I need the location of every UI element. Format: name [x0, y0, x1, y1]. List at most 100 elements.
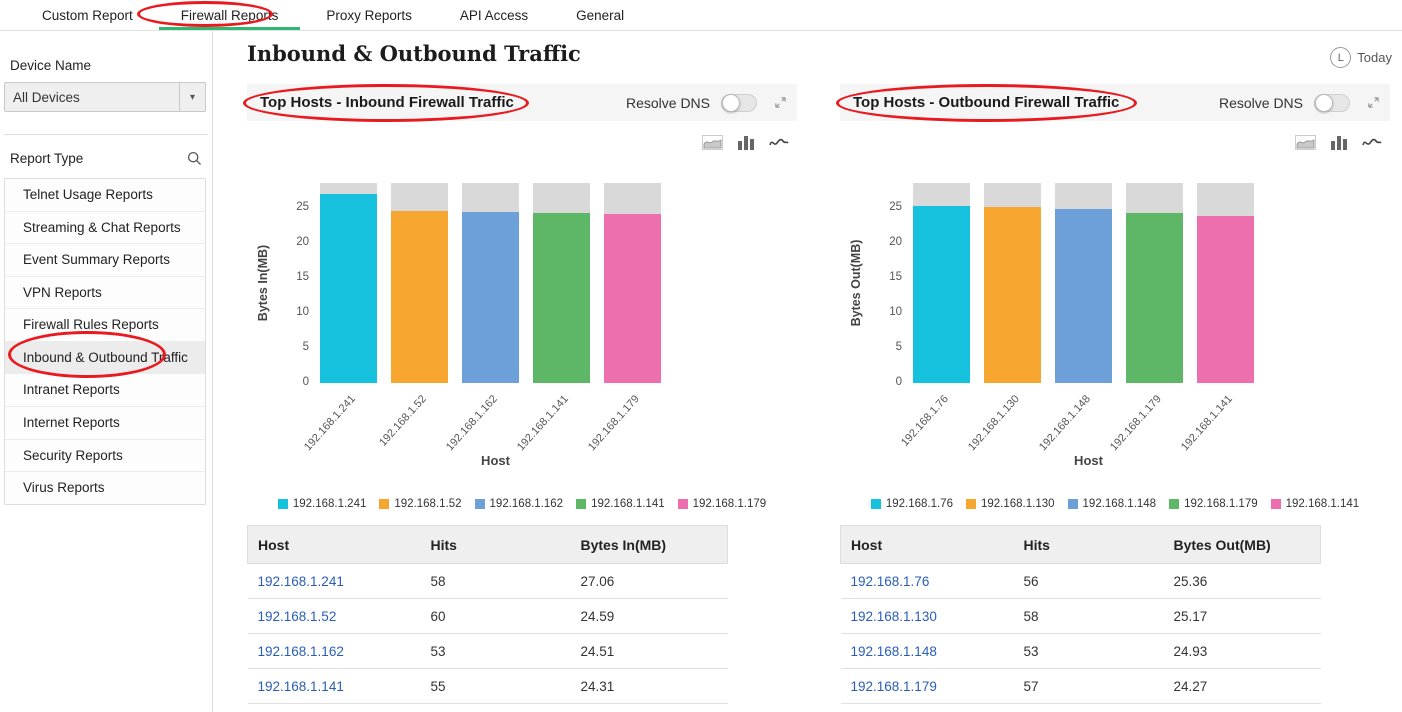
host-link[interactable]: 192.168.1.162 [257, 643, 344, 659]
tab-firewall-reports[interactable]: Firewall Reports [157, 0, 303, 30]
host-link[interactable]: 192.168.1.148 [850, 643, 937, 659]
legend-item-192-168-1-162[interactable]: 192.168.1.162 [474, 498, 564, 510]
x-tick-label: 192.168.1.52 [376, 393, 429, 449]
expand-icon[interactable] [774, 96, 787, 109]
legend-swatch [1067, 499, 1078, 509]
table-header-host: Host [840, 525, 1014, 564]
legend-item-192-168-1-141[interactable]: 192.168.1.141 [1270, 498, 1359, 510]
bar-192-168-1-179[interactable] [1126, 213, 1183, 383]
sidebar: Device Name All Devices ▾ Report Type Te… [0, 31, 213, 712]
table-header-bytes-out-mb: Bytes Out(MB) [1163, 525, 1321, 564]
tab-api-access[interactable]: API Access [459, 7, 529, 23]
sidebar-item-streaming-chat-reports[interactable]: Streaming & Chat Reports [5, 212, 205, 245]
bar-192-168-1-76[interactable] [913, 205, 970, 383]
line-chart-icon[interactable] [1362, 136, 1382, 149]
legend-label: 192.168.1.76 [885, 498, 953, 510]
y-tick-label: 10 [889, 306, 902, 319]
host-cell: 192.168.1.130 [840, 598, 1014, 634]
tab-general[interactable]: General [576, 7, 625, 23]
x-tick-label: 192.168.1.141 [514, 393, 571, 454]
sidebar-item-internet-reports[interactable]: Internet Reports [5, 407, 205, 440]
expand-icon[interactable] [1367, 96, 1380, 109]
sidebar-item-vpn-reports[interactable]: VPN Reports [5, 277, 205, 310]
device-select[interactable]: All Devices ▾ [4, 82, 206, 112]
resolve-dns-toggle[interactable] [721, 93, 757, 112]
legend-label: 192.168.1.162 [489, 498, 564, 510]
bar-chart-icon[interactable] [737, 135, 755, 150]
host-link[interactable]: 192.168.1.141 [257, 678, 344, 694]
table-row: 192.168.1.162 53 24.51 [247, 633, 728, 669]
hits-cell: 53 [420, 633, 571, 669]
legend-item-192-168-1-148[interactable]: 192.168.1.148 [1067, 498, 1156, 510]
search-icon[interactable] [187, 151, 202, 166]
resolve-dns-toggle[interactable] [1314, 93, 1350, 112]
line-chart-icon[interactable] [769, 136, 789, 149]
host-link[interactable]: 192.168.1.52 [257, 608, 337, 624]
outbound-traffic-panel: Top Hosts - Outbound Firewall Traffic Re… [840, 84, 1390, 704]
table-header-row: Host Hits Bytes In(MB) [247, 525, 728, 564]
panel-controls: Resolve DNS [626, 93, 787, 112]
y-tick-label: 25 [296, 201, 309, 214]
host-link[interactable]: 192.168.1.76 [850, 573, 930, 589]
bytes-cell: 24.93 [1163, 633, 1321, 669]
legend-item-192-168-1-179[interactable]: 192.168.1.179 [1169, 498, 1258, 510]
hits-cell: 55 [420, 668, 571, 704]
bar-192-168-1-141[interactable] [533, 213, 590, 383]
legend-label: 192.168.1.241 [292, 498, 367, 510]
area-chart-icon[interactable] [1295, 134, 1316, 150]
host-cell: 192.168.1.179 [840, 668, 1014, 704]
legend-swatch [677, 499, 688, 509]
device-name-label: Device Name [10, 58, 92, 73]
bar-remainder-segment [984, 183, 1041, 207]
bar-192-168-1-141[interactable] [1197, 215, 1254, 383]
y-tick-label: 10 [296, 306, 309, 319]
tab-custom-report[interactable]: Custom Report [42, 7, 133, 23]
x-axis-label: Host [1074, 453, 1103, 468]
bar-remainder-segment [913, 183, 970, 206]
bar-192-168-1-241[interactable] [320, 193, 377, 383]
legend-label: 192.168.1.130 [980, 498, 1055, 510]
host-link[interactable]: 192.168.1.241 [257, 573, 344, 589]
sidebar-item-event-summary-reports[interactable]: Event Summary Reports [5, 244, 205, 277]
bar-192-168-1-130[interactable] [984, 206, 1041, 383]
chevron-down-icon[interactable]: ▾ [179, 83, 205, 111]
legend-item-192-168-1-76[interactable]: 192.168.1.76 [870, 498, 953, 510]
host-cell: 192.168.1.148 [840, 633, 1014, 669]
host-cell: 192.168.1.162 [247, 633, 421, 669]
bar-192-168-1-179[interactable] [604, 214, 661, 383]
legend-swatch [1270, 499, 1281, 509]
host-link[interactable]: 192.168.1.179 [850, 678, 937, 694]
bytes-cell: 24.51 [570, 633, 728, 669]
x-tick-label: 192.168.1.162 [443, 393, 500, 454]
x-axis-label: Host [481, 453, 510, 468]
area-chart-icon[interactable] [702, 134, 723, 150]
legend-item-192-168-1-52[interactable]: 192.168.1.52 [379, 498, 462, 510]
time-range-icon[interactable]: L [1330, 47, 1352, 68]
legend-item-192-168-1-141[interactable]: 192.168.1.141 [576, 498, 665, 510]
legend-item-192-168-1-241[interactable]: 192.168.1.241 [277, 498, 367, 510]
y-tick-label: 15 [889, 271, 902, 284]
y-tick-label: 25 [889, 201, 902, 214]
sidebar-item-inbound-outbound-traffic[interactable]: Inbound & Outbound Traffic [5, 341, 205, 375]
sidebar-item-firewall-rules-reports[interactable]: Firewall Rules Reports [5, 309, 205, 342]
bar-remainder-segment [1197, 183, 1254, 216]
legend-item-192-168-1-130[interactable]: 192.168.1.130 [965, 498, 1055, 510]
tab-proxy-reports[interactable]: Proxy Reports [326, 7, 412, 23]
bar-chart-icon[interactable] [1330, 135, 1348, 150]
host-cell: 192.168.1.241 [247, 563, 421, 599]
legend-item-192-168-1-179[interactable]: 192.168.1.179 [677, 498, 766, 510]
bar-remainder-segment [604, 183, 661, 215]
sidebar-item-virus-reports[interactable]: Virus Reports [23, 480, 105, 496]
bar-192-168-1-148[interactable] [1055, 208, 1112, 383]
legend-swatch [965, 499, 976, 509]
sidebar-item-security-reports[interactable]: Security Reports [5, 440, 205, 473]
time-range-control[interactable]: L Today [1330, 47, 1392, 68]
x-tick-label: 192.168.1.241 [301, 393, 358, 454]
chart-type-toolbar [247, 133, 797, 151]
bar-192-168-1-162[interactable] [462, 211, 519, 383]
device-select-value: All Devices [13, 89, 80, 105]
sidebar-item-telnet-usage-reports[interactable]: Telnet Usage Reports [5, 179, 205, 212]
sidebar-item-intranet-reports[interactable]: Intranet Reports [5, 374, 205, 407]
host-link[interactable]: 192.168.1.130 [850, 608, 937, 624]
bar-192-168-1-52[interactable] [391, 211, 448, 383]
